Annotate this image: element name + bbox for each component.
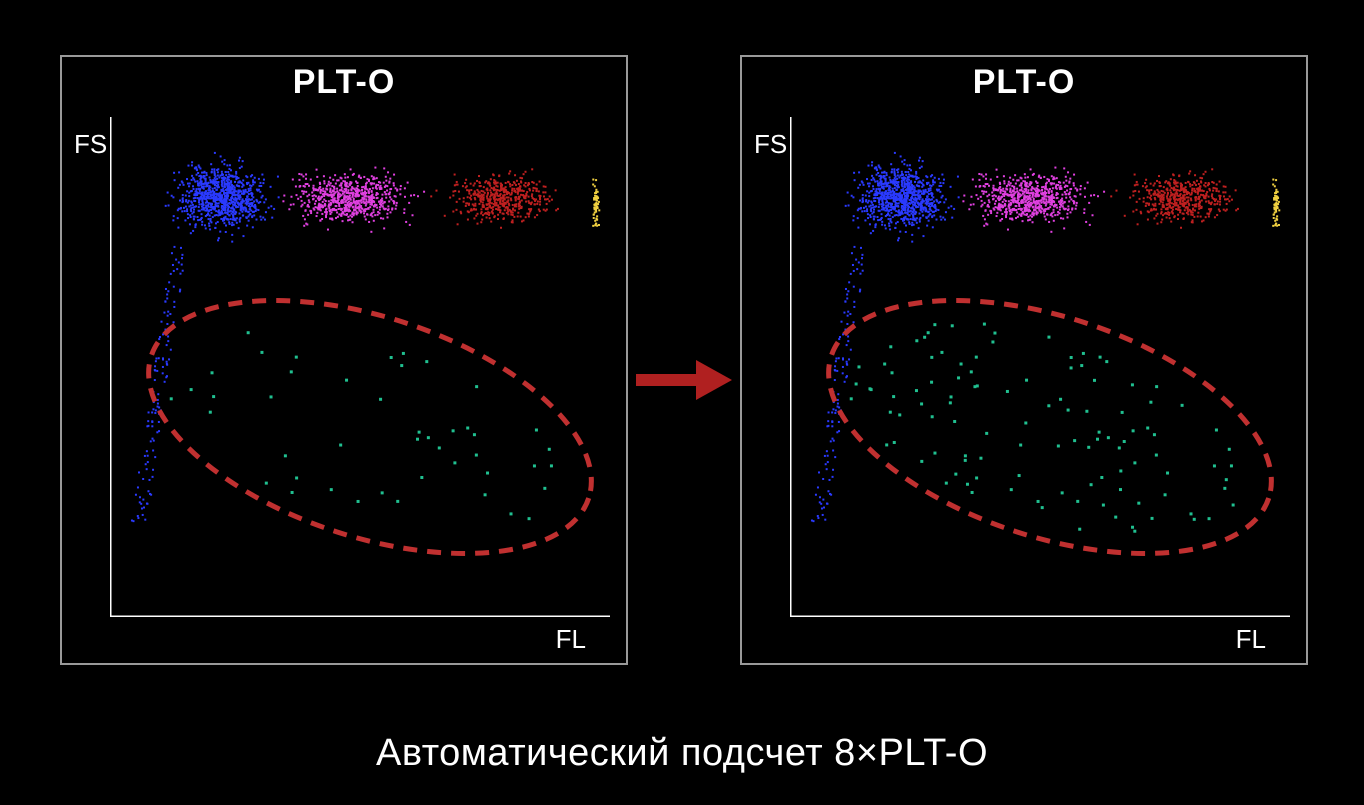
plot-title: PLT-O [742,63,1306,102]
x-axis-label: FL [1236,624,1266,655]
scatter-plot-right [790,117,1290,617]
scatter-panel-left: PLT-O FS FL [60,55,628,665]
plot-title: PLT-O [62,63,626,102]
figure-caption: Автоматический подсчет 8×PLT-O [0,732,1364,775]
figure-container: PLT-O FS FL PLT-O FS FL Автоматический п… [0,0,1364,805]
scatter-plot-left [110,117,610,617]
arrow-icon [636,360,732,400]
y-axis-label: FS [754,129,787,160]
scatter-panel-right: PLT-O FS FL [740,55,1308,665]
y-axis-label: FS [74,129,107,160]
x-axis-label: FL [556,624,586,655]
